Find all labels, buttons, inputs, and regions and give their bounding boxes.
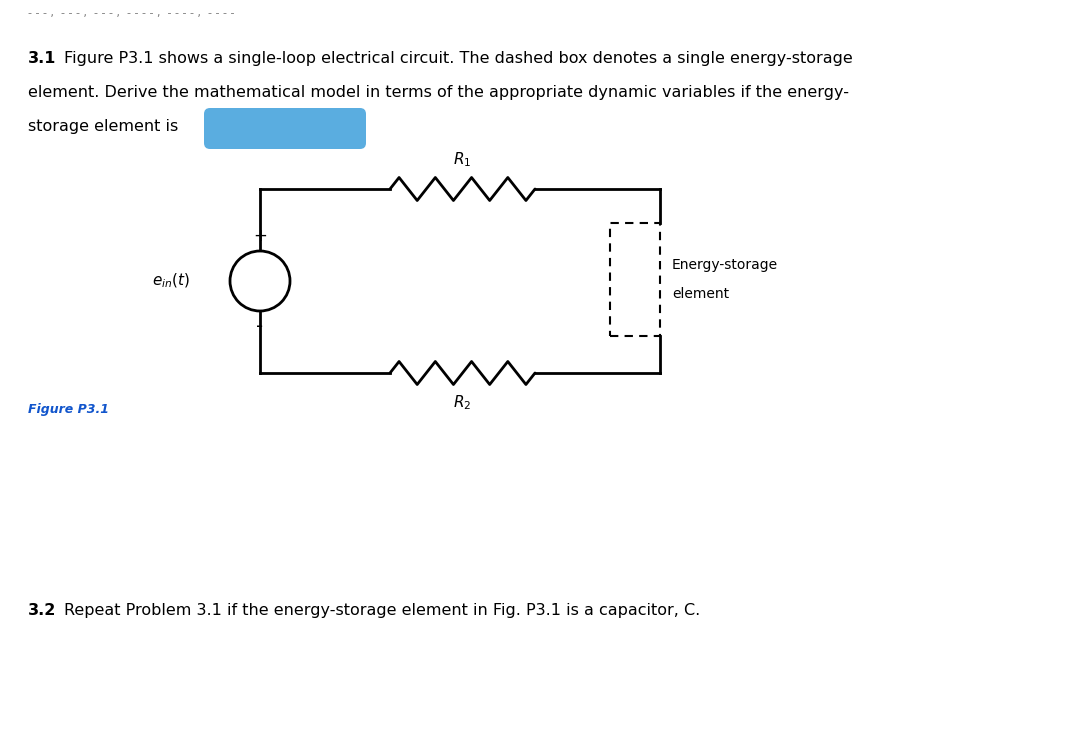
Text: $R_1$: $R_1$ — [454, 150, 472, 169]
Text: Figure P3.1 shows a single-loop electrical circuit. The dashed box denotes a sin: Figure P3.1 shows a single-loop electric… — [64, 51, 853, 66]
Text: 3.1: 3.1 — [28, 51, 56, 66]
Text: +: + — [253, 227, 267, 245]
Text: Figure P3.1: Figure P3.1 — [28, 403, 109, 416]
Text: - - - ,  - - - ,  - - - ,  - - - - ,  - - - - ,  - - - -: - - - , - - - , - - - , - - - - , - - - … — [28, 8, 234, 18]
FancyBboxPatch shape — [204, 108, 366, 149]
Text: element. Derive the mathematical model in terms of the appropriate dynamic varia: element. Derive the mathematical model i… — [28, 85, 849, 100]
Text: element: element — [672, 287, 729, 301]
Text: Repeat Problem 3.1 if the energy-storage element in Fig. P3.1 is a capacitor, C.: Repeat Problem 3.1 if the energy-storage… — [64, 603, 700, 618]
Text: $e_{in}(t)$: $e_{in}(t)$ — [152, 272, 190, 290]
Circle shape — [230, 251, 291, 311]
Text: $R_2$: $R_2$ — [454, 393, 472, 412]
Text: Energy-storage: Energy-storage — [672, 259, 778, 273]
Text: 3.2: 3.2 — [28, 603, 56, 618]
Bar — [610, 223, 660, 336]
Text: storage element is: storage element is — [28, 119, 178, 134]
Text: -: - — [256, 317, 264, 336]
